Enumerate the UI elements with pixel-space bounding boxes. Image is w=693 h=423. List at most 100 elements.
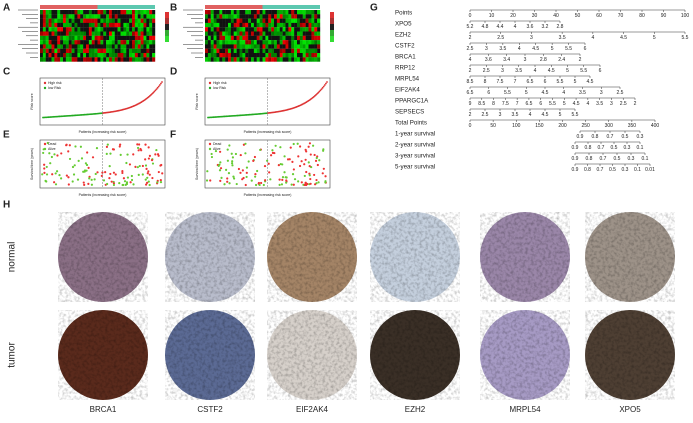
survival-point xyxy=(144,164,148,167)
heatmap-cell xyxy=(216,22,220,28)
heatmap-cell xyxy=(51,14,55,19)
heatmap-cell xyxy=(216,31,220,36)
nomogram-tick-label: 0.8 xyxy=(586,156,593,162)
survival-point xyxy=(308,165,311,168)
legend-label: low Risk xyxy=(48,86,61,90)
heatmap-cell xyxy=(276,10,280,15)
nomogram-tick-label: 7.5 xyxy=(502,101,509,107)
survival-point xyxy=(279,146,282,149)
survival-point xyxy=(256,169,259,173)
legend-marker xyxy=(43,142,47,146)
heatmap-cell xyxy=(248,14,252,19)
heatmap-cell xyxy=(129,27,133,32)
y-axis-label: Survival time (years) xyxy=(30,148,34,180)
survival-point xyxy=(278,183,281,186)
heatmap-cell xyxy=(294,35,298,41)
survival-point xyxy=(218,169,222,172)
heatmap-cell xyxy=(65,57,69,62)
heatmap-cell xyxy=(77,57,81,62)
heatmap-cell xyxy=(302,22,306,28)
heatmap-cell xyxy=(305,22,309,28)
heatmap-cell xyxy=(205,22,209,28)
heatmap-cell xyxy=(256,44,260,49)
survival-point xyxy=(42,151,45,155)
heatmap-cell xyxy=(146,53,150,58)
survival-point xyxy=(144,158,147,161)
heatmap-cell xyxy=(213,53,217,58)
survival-point xyxy=(54,183,58,186)
heatmap-cell xyxy=(129,40,133,45)
survival-point xyxy=(254,173,257,176)
heatmap-cell xyxy=(88,18,92,23)
heatmap-cell xyxy=(140,48,144,54)
heatmap-cell xyxy=(54,14,58,19)
heatmap-cell xyxy=(311,35,315,41)
heatmap-cell xyxy=(146,48,150,54)
heatmap-cell xyxy=(239,10,243,15)
heatmap-cell xyxy=(259,18,263,23)
heatmap-cell xyxy=(274,10,278,15)
nomogram-label: 2-year survival xyxy=(395,142,435,149)
heatmap-cell xyxy=(126,40,130,45)
heatmap-cell xyxy=(228,48,232,54)
nomogram-tick-label: 5.5 xyxy=(557,79,564,85)
survival-point xyxy=(112,183,116,187)
tissue-texture xyxy=(480,212,570,302)
heatmap-cell xyxy=(51,18,55,23)
heatmap-cell xyxy=(132,48,136,54)
heatmap-cell xyxy=(94,57,98,62)
heatmap-cell xyxy=(233,35,237,41)
tissue-texture xyxy=(58,310,148,400)
heatmap-cell xyxy=(60,27,64,32)
legend-marker xyxy=(208,81,212,85)
heatmap-cell xyxy=(86,35,90,41)
survival-point xyxy=(316,163,319,167)
survival-point xyxy=(313,183,317,186)
heatmap xyxy=(183,5,334,62)
heatmap-cell xyxy=(299,53,303,58)
heatmap-cell xyxy=(317,14,321,19)
survival-point xyxy=(126,176,130,179)
heatmap-cell xyxy=(54,10,58,15)
survival-point xyxy=(237,167,241,171)
survival-point xyxy=(253,155,257,159)
heatmap-cell xyxy=(213,10,217,15)
heatmap-cell xyxy=(271,57,275,62)
heatmap-cell xyxy=(42,40,46,45)
heatmap-cell xyxy=(285,22,289,28)
heatmap-cell xyxy=(132,18,136,23)
heatmap-cell xyxy=(225,10,229,15)
heatmap-cell xyxy=(271,22,275,28)
heatmap-cell xyxy=(236,10,240,15)
heatmap-cell xyxy=(274,18,278,23)
heatmap-cell xyxy=(248,53,252,58)
nomogram-tick-label: 4.4 xyxy=(497,24,504,30)
heatmap-cell xyxy=(143,40,147,45)
heatmap-cell xyxy=(51,40,55,45)
survival-point xyxy=(147,146,150,149)
heatmap-cell xyxy=(149,48,153,54)
heatmap-cell xyxy=(239,44,243,49)
survival-point xyxy=(53,181,56,184)
heatmap-cell xyxy=(54,40,58,45)
heatmap-cell xyxy=(40,10,44,15)
heatmap-cell xyxy=(285,10,289,15)
nomogram-tick-label: 4.8 xyxy=(482,24,489,30)
heatmap-cell xyxy=(83,10,87,15)
heatmap-cell xyxy=(276,14,280,19)
heatmap-cell xyxy=(253,27,257,32)
heatmap-cell xyxy=(225,40,229,45)
heatmap-cell xyxy=(91,14,95,19)
x-axis-label: Patients (increasing risk score) xyxy=(244,193,292,197)
heatmap-cell xyxy=(305,10,309,15)
heatmap-cell xyxy=(305,31,309,36)
survival-point xyxy=(129,181,132,184)
heatmap-cell xyxy=(114,31,118,36)
heatmap-cell xyxy=(230,57,234,62)
heatmap-cell xyxy=(60,10,64,15)
nomogram-tick-label: 2 xyxy=(469,35,472,41)
heatmap-cell xyxy=(40,40,44,45)
survival-point xyxy=(68,144,71,147)
survival-point xyxy=(257,181,261,185)
survival-point xyxy=(242,143,245,146)
